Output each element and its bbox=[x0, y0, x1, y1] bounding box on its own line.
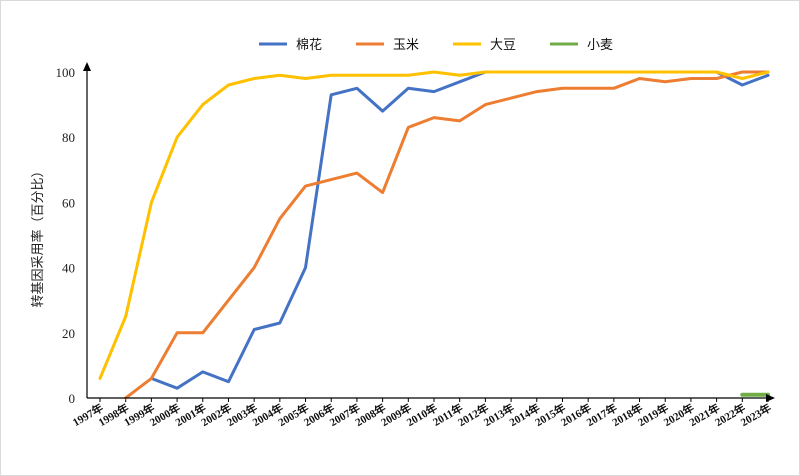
legend-label: 小麦 bbox=[587, 38, 613, 53]
y-tick-label: 60 bbox=[62, 195, 75, 210]
x-axis-arrow bbox=[766, 394, 775, 402]
axes bbox=[83, 62, 775, 402]
y-tick-label: 80 bbox=[62, 130, 75, 145]
series-line-大豆 bbox=[98, 70, 770, 380]
y-axis-ticks: 0 20 40 60 80 100 bbox=[56, 65, 76, 406]
y-axis-label: 转基因采用率（百分比） bbox=[30, 164, 46, 307]
legend-label: 棉花 bbox=[296, 37, 322, 53]
series-line-玉米 bbox=[124, 70, 770, 400]
legend: 棉花 玉米 大豆 小麦 bbox=[259, 37, 613, 53]
legend-label: 玉米 bbox=[393, 38, 419, 53]
legend-label: 大豆 bbox=[490, 38, 516, 53]
y-axis-arrow bbox=[83, 62, 91, 71]
y-tick-label: 20 bbox=[62, 326, 75, 341]
y-tick-label: 40 bbox=[62, 261, 75, 276]
y-tick-label: 0 bbox=[69, 391, 76, 406]
y-tick-label: 100 bbox=[56, 65, 76, 80]
series-lines bbox=[98, 70, 770, 400]
x-axis-ticks: 1997年1998年1999年2000年2001年2002年2003年2004年… bbox=[70, 398, 774, 429]
